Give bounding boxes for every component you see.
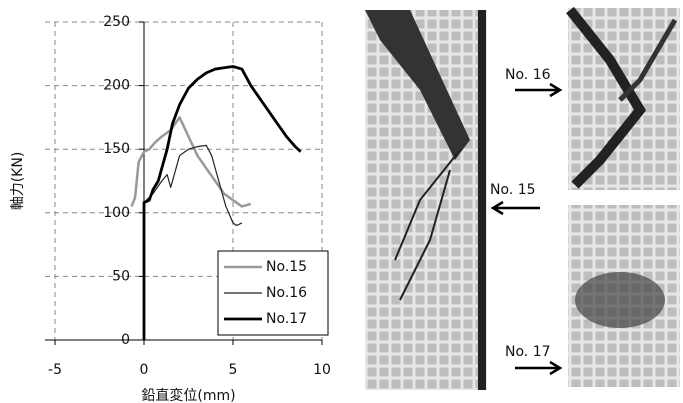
y-axis-label: 軸力(KN) (10, 152, 26, 211)
y-tick-label: 50 (112, 268, 130, 284)
photo-edge (478, 10, 486, 390)
series-line (142, 65, 302, 340)
legend-label: No.16 (266, 285, 307, 301)
photo-crack (618, 18, 678, 102)
arrow (490, 200, 540, 216)
x-tick-label: 0 (140, 362, 149, 378)
photo-crack (394, 149, 461, 301)
photo-crack (365, 10, 470, 160)
x-axis-label: 鉛直変位(mm) (141, 387, 235, 403)
annotation: No. 16 (505, 67, 551, 83)
y-tick-label: 100 (103, 205, 130, 221)
y-tick-label: 200 (103, 78, 130, 94)
y-tick-label: 150 (103, 141, 130, 157)
arrow (515, 360, 563, 376)
x-tick-label: 10 (313, 362, 331, 378)
annotation: No. 17 (505, 344, 551, 360)
photo-crack (566, 6, 647, 189)
legend-label: No.15 (266, 259, 307, 275)
photo-damage (575, 272, 665, 328)
annotation: No. 15 (490, 182, 536, 198)
series-line (143, 144, 243, 227)
series-line (130, 116, 252, 208)
photos: No. 16 No. 15 No. 17 (365, 6, 680, 390)
x-tick-label: -5 (48, 362, 62, 378)
arrow (515, 82, 563, 98)
y-tick-label: 250 (103, 14, 130, 30)
legend-label: No.17 (266, 311, 307, 327)
x-tick-label: 5 (229, 362, 238, 378)
